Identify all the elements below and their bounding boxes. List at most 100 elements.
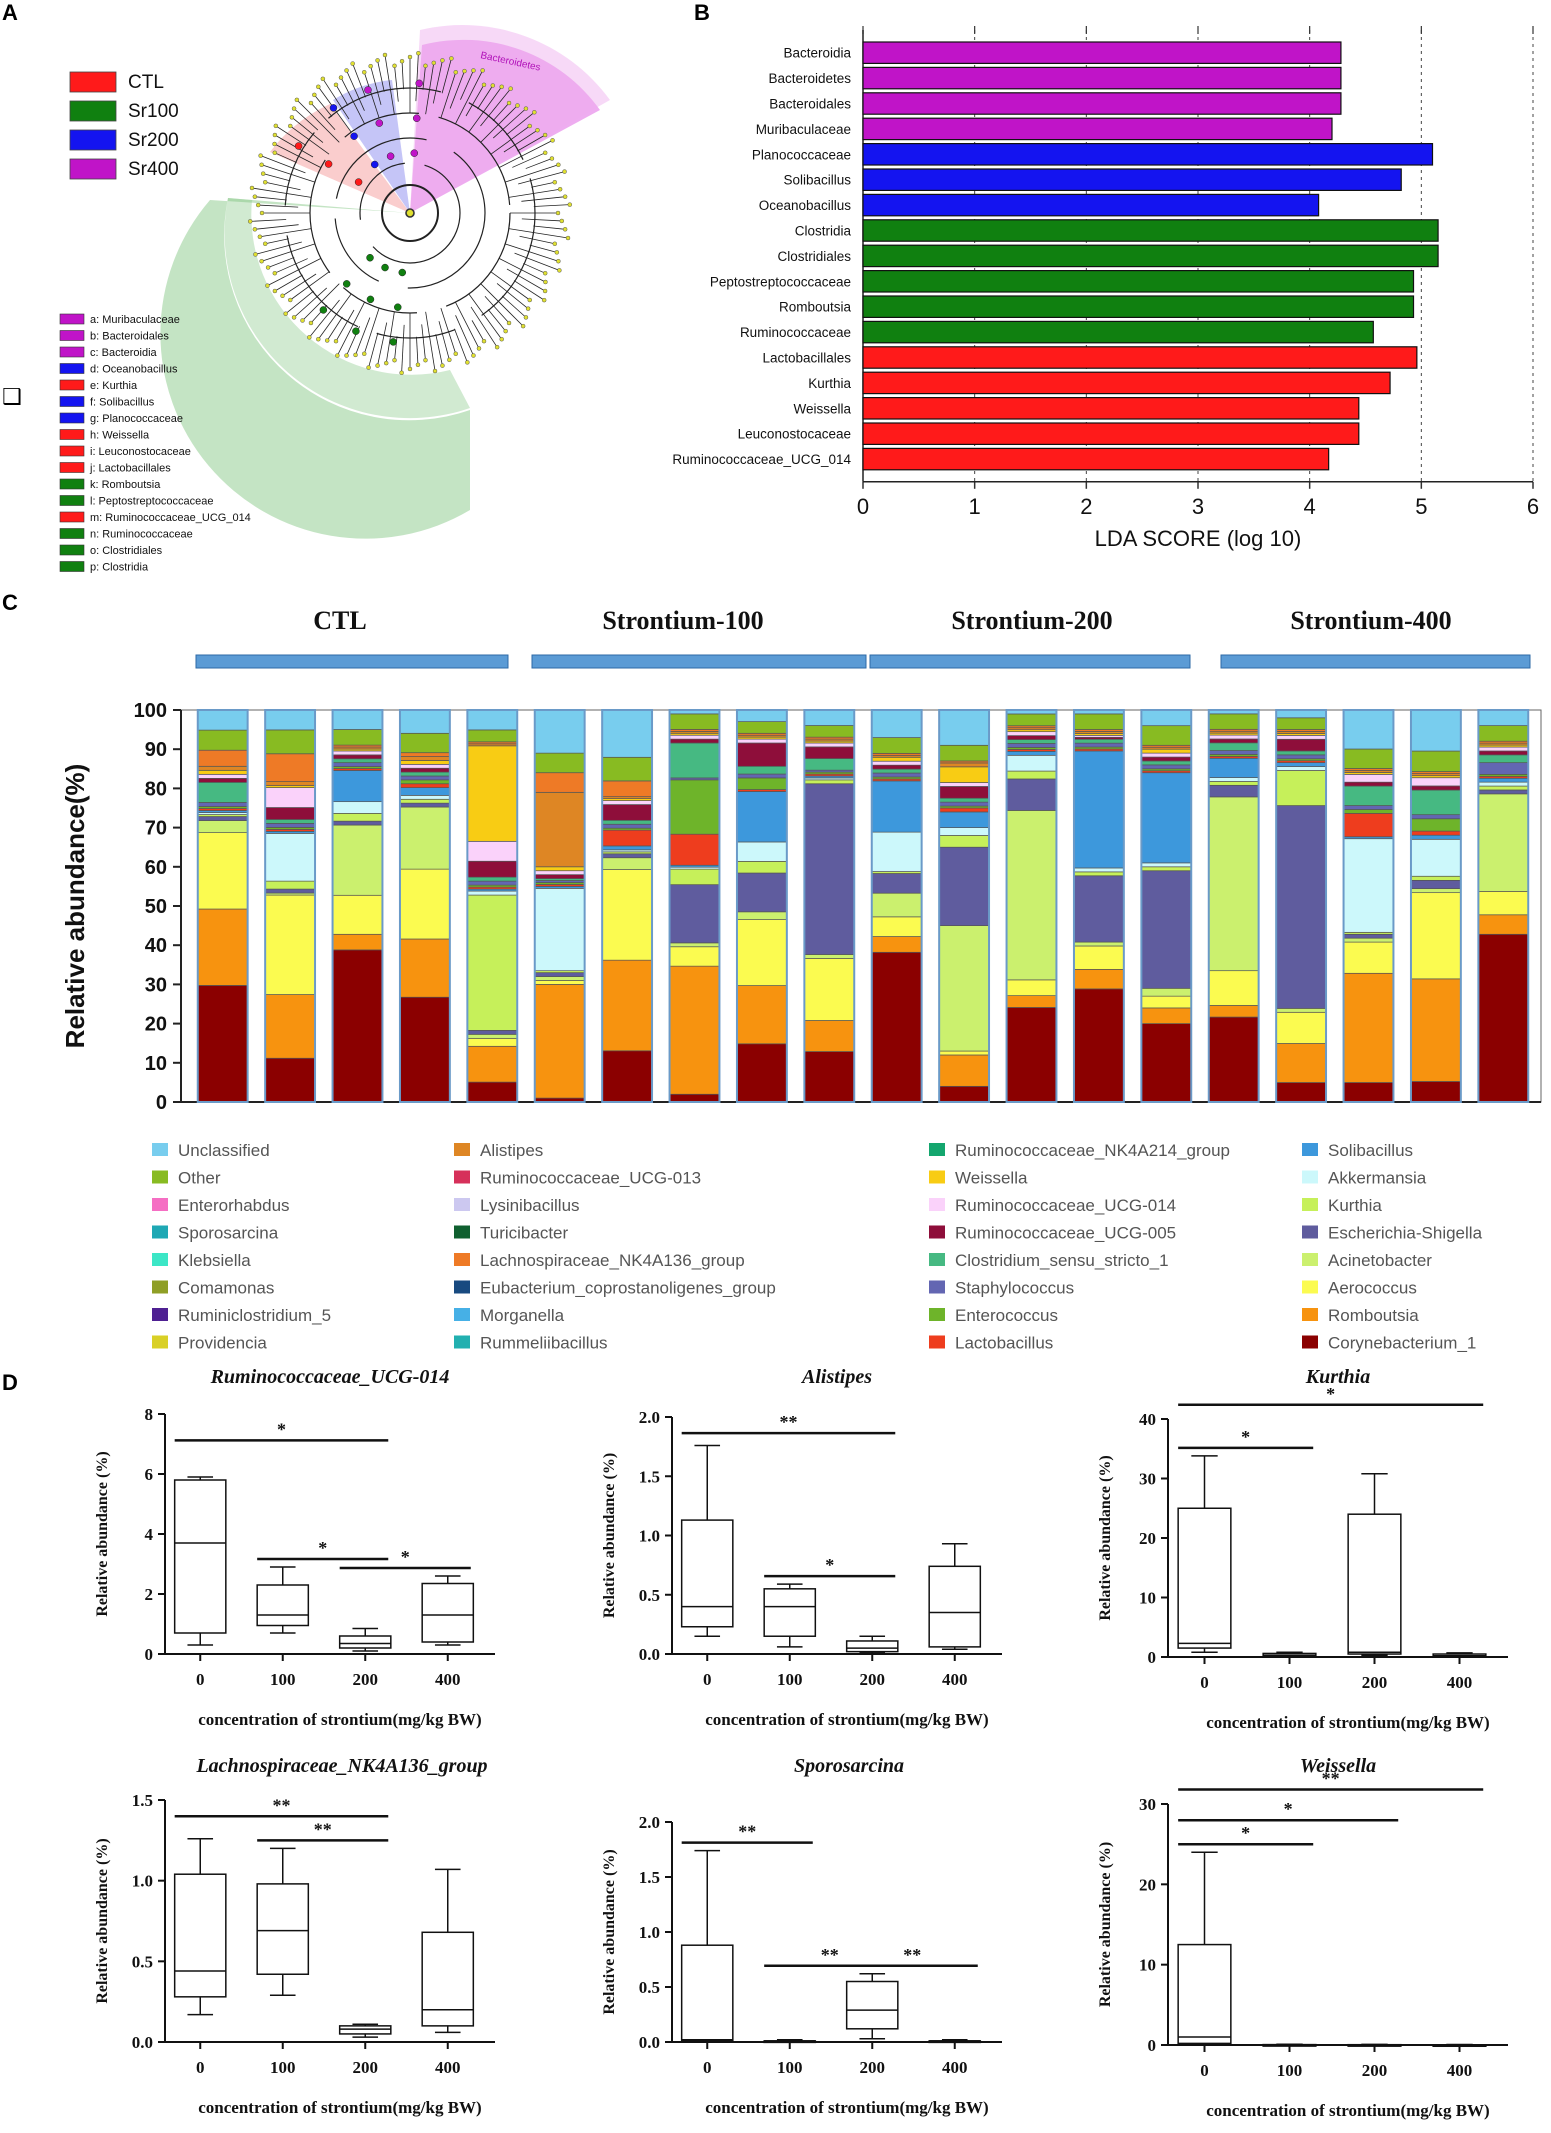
stack-segment <box>534 772 585 793</box>
tree-node <box>307 335 312 340</box>
tree-branch <box>261 243 316 262</box>
tree-branch <box>259 228 312 238</box>
boxplot-title: Kurthia <box>1305 1366 1370 1388</box>
legend-label: Lachnospiraceae_NK4A136_group <box>480 1251 745 1270</box>
stack-segment <box>534 888 585 972</box>
group-title: Strontium-200 <box>951 606 1112 635</box>
stack-segment <box>1208 1005 1259 1018</box>
stack-segment <box>1343 813 1394 838</box>
tree-node <box>499 84 504 90</box>
category-label: Clostridiales <box>777 249 851 264</box>
tree-branch <box>533 225 566 230</box>
tree-node <box>260 171 266 176</box>
stack-segment <box>332 813 383 822</box>
stack-segment <box>197 820 248 833</box>
stack-segment <box>197 729 248 751</box>
stack-segment <box>1073 988 1125 1103</box>
boxplot-title: Ruminococcaceae_UCG-014 <box>210 1366 450 1388</box>
legend-label: Sr100 <box>128 101 179 122</box>
box <box>1177 1507 1232 1649</box>
y-tick-label: 0 <box>156 1092 167 1114</box>
biomarker-node <box>366 295 375 304</box>
x-tick-label: 200 <box>1362 1673 1388 1692</box>
boxplot-title: Sporosarcina <box>794 1755 904 1777</box>
tree-branch <box>355 317 371 356</box>
legend-swatch <box>69 158 117 180</box>
legend-swatch <box>929 1253 945 1266</box>
tree-branch <box>531 181 555 188</box>
x-tick-label: 400 <box>435 1670 461 1689</box>
stack-segment <box>1343 805 1394 810</box>
y-tick-label: 10 <box>1139 1956 1156 1975</box>
tree-node <box>481 82 487 88</box>
taxa-label: c: Bacteroidia <box>90 347 158 359</box>
tree-node <box>288 123 293 129</box>
stack-segment <box>467 1033 518 1039</box>
taxa-swatch <box>59 511 85 523</box>
stack-segment <box>1073 867 1125 873</box>
stack-segment <box>332 709 383 730</box>
taxa-label: b: Bacteroidales <box>90 331 169 343</box>
stack-segment <box>1275 709 1327 719</box>
stack-segment <box>1208 796 1259 972</box>
tree-branch <box>480 283 524 327</box>
stack-segment <box>1006 1007 1057 1103</box>
stack-segment <box>534 870 585 875</box>
y-tick-label: 0 <box>1148 1648 1157 1667</box>
tree-node <box>316 336 321 342</box>
taxa-label: i: Leuconostocaceae <box>90 446 191 458</box>
legend-swatch <box>69 129 117 151</box>
boxplot: Ruminococcaceae_UCG-014 0 2 4 6 8 0 100 200 400 * *… <box>94 1366 495 1729</box>
x-tick-label: 200 <box>860 1670 886 1689</box>
tree-node <box>272 288 278 294</box>
stack-segment <box>264 781 316 786</box>
stack-segment <box>1275 750 1327 756</box>
x-axis-label: concentration of strontium(mg/kg BW) <box>198 2098 481 2117</box>
tree-node <box>258 153 263 158</box>
tree-branch <box>254 224 299 230</box>
stack-segment <box>938 797 990 803</box>
stack-segment <box>1141 995 1192 1009</box>
taxa-label: f: Solibacillus <box>90 397 155 409</box>
tree-branch <box>251 187 312 198</box>
stack-segment <box>1343 972 1394 1083</box>
stack-segment <box>669 742 720 779</box>
y-tick-label: 0 <box>1148 2036 1157 2055</box>
stack-segment <box>534 972 585 977</box>
stack-segment <box>1141 866 1192 872</box>
y-tick-label: 6 <box>145 1465 154 1484</box>
legend-swatch <box>1302 1225 1318 1239</box>
stack-segment <box>1275 762 1327 767</box>
stack-segment <box>399 938 451 998</box>
tree-node <box>252 194 258 199</box>
legend-swatch <box>454 1280 470 1294</box>
tree-node <box>333 82 339 88</box>
legend-swatch <box>929 1143 945 1156</box>
y-tick-label: 0 <box>145 1645 154 1664</box>
tree-node <box>543 279 548 285</box>
tree-branch <box>512 152 546 168</box>
stack-segment <box>1073 969 1125 990</box>
stack-segment <box>467 709 518 731</box>
y-tick-label: 60 <box>145 857 167 879</box>
y-tick-label: 30 <box>1139 1795 1156 1814</box>
tree-node <box>375 363 380 368</box>
x-tick-label: 0 <box>196 1670 205 1689</box>
stack-segment <box>1478 725 1529 742</box>
stack-segment <box>534 976 585 981</box>
tree-node <box>494 344 500 350</box>
stack-segment <box>804 1051 855 1103</box>
stack-segment <box>1478 750 1529 756</box>
category-label: Leuconostocaceae <box>738 427 851 442</box>
biomarker-node <box>370 160 379 169</box>
y-tick-label: 0.5 <box>639 1586 660 1605</box>
stack-segment <box>1343 709 1394 750</box>
category-label: Kurthia <box>808 376 851 391</box>
stack-segment <box>1073 750 1125 869</box>
biomarker-node <box>394 303 402 311</box>
taxa-swatch <box>59 379 85 391</box>
y-tick-label: 1.5 <box>639 1868 660 1887</box>
y-axis-label: Relative abundance (%) <box>601 1849 618 2014</box>
x-tick-label: 400 <box>435 2058 461 2077</box>
